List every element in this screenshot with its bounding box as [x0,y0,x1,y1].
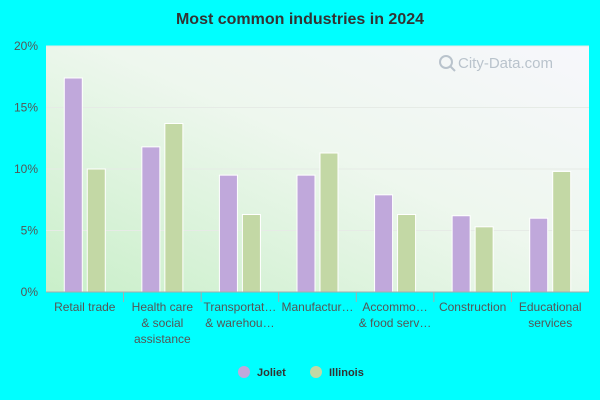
x-category-label: Health care & social assistance [132,300,194,346]
x-category-label: Construction [439,300,506,314]
y-tick-label: 0% [21,285,39,299]
bar-illinois-0[interactable] [86,168,106,293]
y-tick-label: 15% [14,101,38,115]
bar-illinois-3[interactable] [319,152,339,293]
x-category-label: Educational services [519,300,582,330]
watermark-text: City-Data.com [458,55,553,72]
legend: Joliet Illinois [238,366,364,379]
x-category-label: Manufactur… [281,300,353,314]
y-tick-label: 5% [21,224,39,238]
bar-joliet-3[interactable] [296,174,316,293]
bar-joliet-2[interactable] [218,174,238,293]
legend-label-joliet[interactable]: Joliet [257,367,286,379]
grid-lines [46,45,589,231]
y-tick-label: 20% [14,39,38,53]
bar-illinois-5[interactable] [474,226,494,293]
bar-illinois-2[interactable] [241,214,261,293]
bar-joliet-4[interactable] [374,194,394,293]
legend-label-illinois[interactable]: Illinois [329,367,364,379]
bar-joliet-0[interactable] [63,77,83,293]
legend-swatch-joliet [238,366,250,378]
x-axis: Retail trade Health care & social assistanc… [46,291,589,346]
watermark: City-Data.com [439,55,553,72]
chart-title: Most common industries in 2024 [176,11,424,28]
bar-joliet-1[interactable] [141,146,161,293]
bar-illinois-6[interactable] [552,170,572,293]
y-axis: 0% 5% 10% 15% 20% [14,39,38,299]
bar-joliet-5[interactable] [451,215,471,293]
x-category-label: Transportat… & warehou… [203,300,276,330]
legend-swatch-illinois [310,366,322,378]
y-tick-label: 10% [14,162,38,176]
bar-illinois-4[interactable] [397,214,417,293]
bar-illinois-1[interactable] [164,122,184,293]
bar-joliet-6[interactable] [529,217,549,293]
x-category-label: Retail trade [54,300,116,314]
magnifier-icon [439,55,456,72]
x-category-label: Accommo… & food serv… [359,300,432,330]
